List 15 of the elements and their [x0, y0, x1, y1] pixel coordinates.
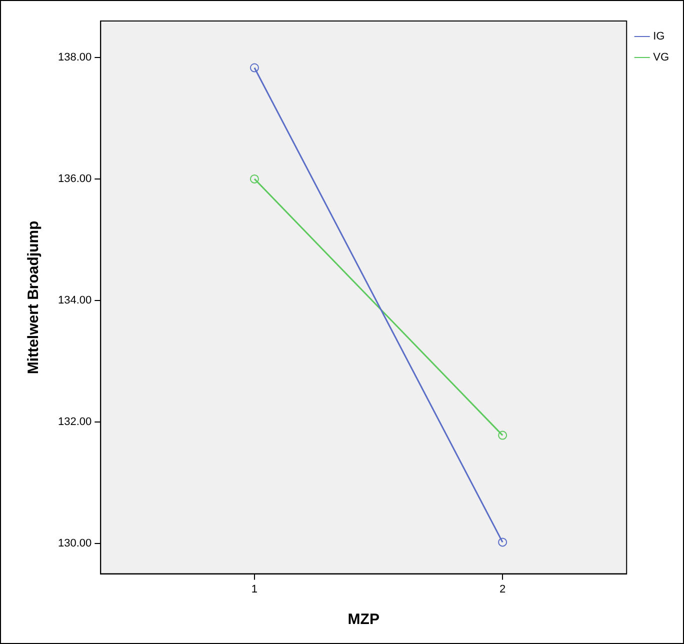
legend-label: IG — [653, 30, 665, 43]
x-axis-title: MZP — [348, 611, 380, 628]
point — [250, 174, 259, 184]
x-tick-label: 2 — [499, 583, 506, 596]
point — [498, 538, 508, 547]
y-tick-label: 134.00 — [58, 294, 92, 306]
point — [250, 63, 259, 72]
y-tick-label: 130.00 — [58, 537, 92, 550]
point — [498, 430, 508, 440]
y-tick-label: 136.00 — [58, 172, 92, 185]
legend-label: VG — [653, 52, 670, 64]
y-tick-label: 132.00 — [58, 416, 92, 428]
x-tick-label: 1 — [251, 583, 258, 596]
y-axis-title: Mittelwert Broadjump — [25, 220, 42, 374]
y-tick-label: 138.00 — [58, 51, 92, 64]
